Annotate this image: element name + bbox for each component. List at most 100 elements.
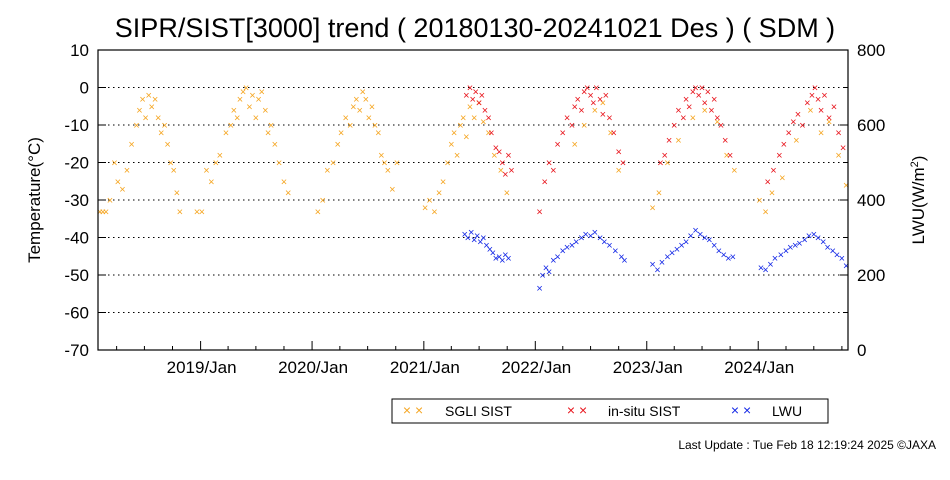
point-lwu: × (834, 249, 840, 261)
point-lwu: × (606, 240, 612, 252)
point-lwu: × (546, 266, 552, 278)
point-in-situ-sist: × (692, 83, 698, 95)
point-sgli-sist: × (177, 206, 183, 218)
point-sgli-sist: × (111, 158, 117, 170)
point-in-situ-sist: × (714, 113, 720, 125)
point-lwu: × (499, 255, 505, 267)
point-sgli-sist: × (115, 176, 121, 188)
point-in-situ-sist: × (469, 94, 475, 106)
point-sgli-sist: × (231, 105, 237, 117)
point-lwu: × (465, 233, 471, 245)
legend-label-insitu: in-situ SIST (608, 403, 681, 419)
point-in-situ-sist: × (799, 120, 805, 132)
y-axis-left-ticks: 10 0 -10 -20 -30 -40 -50 -60 -70 (64, 41, 106, 360)
point-in-situ-sist: × (718, 120, 724, 132)
point-lwu: × (659, 257, 665, 269)
point-sgli-sist: × (444, 158, 450, 170)
point-sgli-sist: × (223, 128, 229, 140)
point-sgli-sist: × (457, 120, 463, 132)
point-lwu: × (490, 248, 496, 260)
last-update-text: Last Update : Tue Feb 18 12:19:24 2025 ©… (678, 438, 936, 452)
point-lwu: × (569, 240, 575, 252)
legend-label-lwu: LWU (772, 403, 802, 419)
y-axis-right-ticks: 800 600 400 200 0 (840, 41, 885, 360)
point-sgli-sist: × (249, 90, 255, 102)
point-sgli-sist: × (276, 158, 282, 170)
x-axis-ticks: 2019/Jan 2020/Jan 2021/Jan 2022/Jan 2023/Jan… (116, 341, 843, 377)
point-sgli-sist: × (155, 113, 161, 125)
point-sgli-sist: × (356, 105, 362, 117)
point-in-situ-sist: × (666, 135, 672, 147)
point-sgli-sist: × (265, 128, 271, 140)
point-sgli-sist: × (145, 90, 151, 102)
point-lwu: × (801, 234, 807, 246)
point-sgli-sist: × (262, 105, 268, 117)
y-left-tick-label: -50 (64, 266, 89, 285)
point-lwu: × (692, 225, 698, 237)
point-sgli-sist: × (381, 158, 387, 170)
legend-item-lwu: × × LWU (731, 402, 802, 419)
point-in-situ-sist: × (727, 150, 733, 162)
x-tick-label: 2020/Jan (278, 358, 348, 377)
point-in-situ-sist: × (597, 94, 603, 106)
point-in-situ-sist: × (686, 101, 692, 113)
point-sgli-sist: × (451, 128, 457, 140)
point-sgli-sist: × (100, 206, 106, 218)
point-sgli-sist: × (119, 184, 125, 196)
chart-title: SIPR/SIST[3000] trend ( 20180130-2024102… (115, 13, 835, 43)
point-lwu: × (621, 255, 627, 267)
point-in-situ-sist: × (840, 143, 846, 155)
point-lwu: × (830, 246, 836, 258)
point-sgli-sist: × (426, 195, 432, 207)
point-sgli-sist: × (255, 94, 261, 106)
y-axis-left-label: Temperature(°C) (25, 137, 44, 263)
point-lwu: × (792, 240, 798, 252)
legend: × × SGLI SIST × × in-situ SIST × × LWU (391, 398, 829, 424)
point-sgli-sist: × (353, 94, 359, 106)
point-lwu: × (474, 231, 480, 243)
point-sgli-sist: × (826, 116, 832, 128)
point-in-situ-sist: × (790, 116, 796, 128)
point-sgli-sist: × (448, 139, 454, 151)
point-sgli-sist: × (369, 101, 375, 113)
point-lwu: × (564, 242, 570, 254)
point-sgli-sist: × (213, 158, 219, 170)
point-in-situ-sist: × (764, 176, 770, 188)
point-sgli-sist: × (372, 120, 378, 132)
point-sgli-sist: × (330, 158, 336, 170)
point-lwu: × (539, 270, 545, 282)
point-sgli-sist: × (724, 150, 730, 162)
legend-box (391, 398, 829, 424)
point-in-situ-sist: × (590, 98, 596, 110)
point-sgli-sist: × (592, 105, 598, 117)
point-in-situ-sist: × (812, 83, 818, 95)
point-in-situ-sist: × (546, 158, 552, 170)
plot-frame (97, 49, 849, 351)
point-sgli-sist: × (454, 150, 460, 162)
point-sgli-sist: × (228, 120, 234, 132)
point-sgli-sist: × (756, 195, 762, 207)
point-sgli-sist: × (375, 128, 381, 140)
legend-marker-insitu: × × (567, 402, 587, 418)
point-in-situ-sist: × (809, 90, 815, 102)
point-in-situ-sist: × (554, 139, 560, 151)
point-in-situ-sist: × (702, 98, 708, 110)
point-in-situ-sist: × (606, 113, 612, 125)
y-left-tick-label: 10 (70, 41, 89, 60)
point-in-situ-sist: × (826, 113, 832, 125)
point-lwu: × (683, 236, 689, 248)
point-lwu: × (697, 229, 703, 241)
point-lwu: × (787, 242, 793, 254)
point-in-situ-sist: × (657, 158, 663, 170)
point-sgli-sist: × (431, 206, 437, 218)
point-in-situ-sist: × (473, 86, 479, 98)
point-sgli-sist: × (378, 150, 384, 162)
point-sgli-sist: × (675, 135, 681, 147)
point-lwu: × (468, 227, 474, 239)
point-lwu: × (483, 240, 489, 252)
point-sgli-sist: × (97, 206, 103, 218)
point-sgli-sist: × (463, 131, 469, 143)
point-lwu: × (505, 253, 511, 265)
point-in-situ-sist: × (571, 101, 577, 113)
x-tick-label: 2024/Jan (724, 358, 794, 377)
